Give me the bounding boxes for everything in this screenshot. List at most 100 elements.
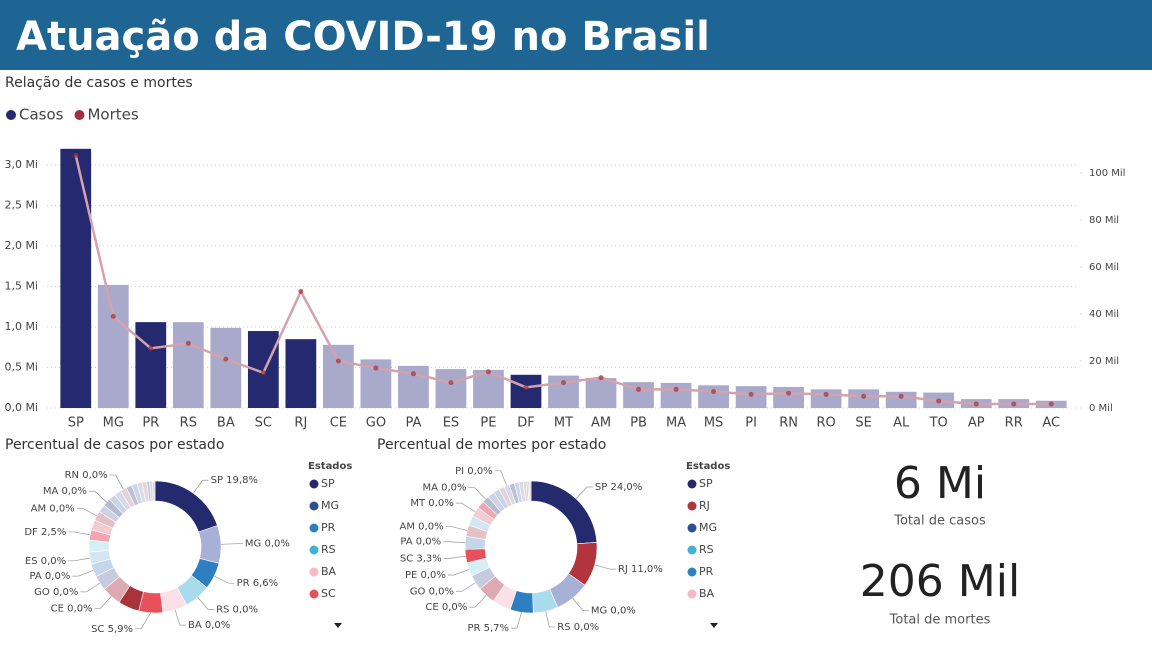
data-label: ES 0,0%	[25, 556, 66, 567]
legend-marker	[687, 567, 697, 577]
legend-marker	[6, 110, 16, 120]
x-tick-label: MA	[666, 416, 686, 431]
legend-title: Estados	[686, 461, 730, 472]
x-tick-label: AM	[591, 416, 611, 431]
data-label: PA 0,0%	[400, 537, 441, 548]
y2-tick-label: 80 Mil	[1089, 215, 1119, 226]
bar	[510, 374, 542, 408]
leader-line	[511, 612, 522, 629]
card-label: Total de casos	[893, 514, 986, 529]
x-tick-label: RJ	[294, 416, 307, 431]
legend-label: MG	[321, 499, 339, 512]
legend-label: Casos	[19, 106, 64, 124]
legend-label: RJ	[699, 499, 710, 512]
legend-marker	[687, 479, 697, 489]
legend-label: PR	[321, 521, 336, 534]
dropdown-arrow[interactable]	[334, 623, 342, 628]
line-marker	[898, 393, 904, 399]
leader-line	[455, 582, 476, 592]
line-marker	[823, 391, 829, 397]
data-label: MG 0,0%	[591, 606, 636, 617]
line-marker	[335, 358, 341, 364]
legend-label: SC	[321, 587, 336, 600]
leader-line	[220, 543, 243, 545]
legend-title: Estados	[308, 461, 352, 472]
data-label: DF 2,5%	[24, 527, 66, 538]
dropdown-arrow[interactable]	[710, 623, 718, 628]
legend-label: BA	[699, 587, 715, 600]
legend-label: SP	[321, 477, 335, 490]
donut-slice	[154, 480, 218, 533]
data-label: CE 0,0%	[51, 603, 93, 614]
line-marker	[711, 389, 717, 395]
data-label: MT 0,0%	[410, 498, 453, 509]
leader-line	[455, 502, 476, 513]
legend-marker	[309, 479, 319, 489]
bar	[735, 386, 767, 408]
data-label: PE 0,0%	[405, 570, 446, 581]
data-label: PA 0,0%	[30, 571, 71, 582]
card-value: 6 Mi	[894, 458, 986, 509]
x-tick-label: DF	[517, 416, 535, 431]
legend-marker	[687, 523, 697, 533]
line-marker	[1048, 401, 1054, 407]
data-label: BA 0,0%	[188, 620, 230, 631]
leader-line	[80, 582, 100, 593]
y-tick-label: 2,0 Mi	[4, 239, 38, 252]
donut-slice	[530, 480, 598, 545]
x-tick-label: PI	[745, 416, 757, 431]
line-marker	[936, 398, 942, 404]
line-marker	[973, 401, 979, 407]
leader-line	[545, 611, 556, 628]
donut-slice	[198, 525, 222, 564]
x-tick-label: PA	[405, 416, 421, 431]
line-marker	[561, 380, 566, 386]
line-marker	[673, 386, 679, 392]
card-label: Total de mortes	[889, 613, 991, 628]
leader-line	[68, 557, 90, 562]
leader-line	[214, 575, 235, 584]
leader-line	[174, 609, 186, 626]
line-marker	[598, 375, 604, 381]
x-tick-label: MG	[103, 416, 124, 431]
legend-marker	[74, 110, 85, 120]
leader-line	[76, 507, 97, 517]
leader-line	[197, 597, 215, 610]
legend-marker	[309, 567, 319, 577]
data-label: GO 0,0%	[410, 586, 454, 597]
legend-label: PR	[699, 565, 714, 578]
line-marker	[223, 356, 229, 362]
data-label: SC 3,3%	[400, 553, 442, 564]
y-tick-label: 1,0 Mi	[4, 320, 38, 333]
legend-label: Mortes	[87, 106, 138, 124]
line-marker	[861, 393, 867, 399]
data-label: GO 0,0%	[34, 587, 78, 598]
bar	[585, 378, 617, 408]
bar	[135, 322, 167, 408]
line-marker	[485, 369, 491, 375]
bar	[773, 386, 804, 408]
line-marker	[1011, 401, 1017, 407]
legend-marker	[309, 523, 319, 533]
data-label: CE 0,0%	[425, 602, 467, 613]
bar	[435, 369, 467, 408]
leader-line	[193, 479, 209, 494]
data-label: PI 0,0%	[455, 466, 493, 477]
x-tick-label: AL	[893, 416, 910, 431]
donut-slice	[529, 480, 532, 502]
x-tick-label: PE	[480, 416, 496, 431]
leader-line	[443, 555, 466, 559]
line-marker	[786, 390, 792, 396]
y-tick-label: 2,5 Mi	[4, 199, 38, 212]
data-label: SP 19,8%	[211, 475, 258, 486]
legend-marker	[309, 589, 319, 599]
legend-label: RS	[321, 543, 336, 556]
data-label: PR 5,7%	[467, 623, 509, 634]
y-tick-label: 0,5 Mi	[4, 361, 38, 374]
legend-label: BA	[321, 565, 337, 578]
x-tick-label: SC	[255, 416, 272, 431]
x-tick-label: PR	[142, 416, 159, 431]
x-tick-label: AC	[1042, 416, 1060, 431]
line-marker	[373, 365, 379, 371]
